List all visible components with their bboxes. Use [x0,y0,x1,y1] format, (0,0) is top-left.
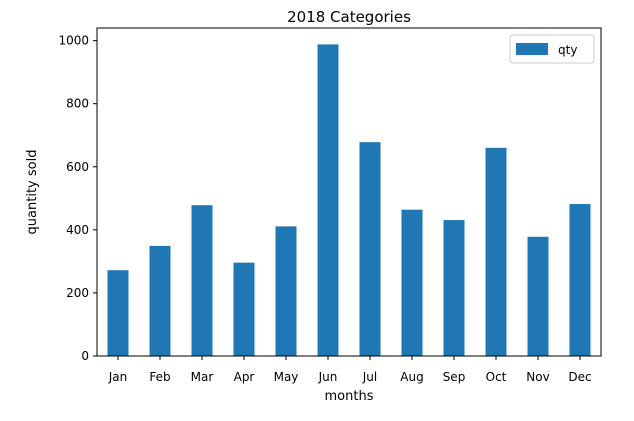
y-tick-label: 400 [66,223,89,237]
x-tick-label: Jun [318,370,338,384]
y-axis: 0 200 400 600 800 1000 [58,34,97,363]
x-tick-label: Oct [486,370,507,384]
y-tick-label: 1000 [58,34,89,48]
x-axis: Jan Feb Mar Apr May Jun Jul Aug Sep Oct Nov Dec [108,356,592,384]
x-tick-label: May [274,370,299,384]
bar-feb [149,245,171,356]
y-tick-label: 600 [66,160,89,174]
x-tick-label: Feb [149,370,170,384]
legend-swatch [516,43,548,55]
chart-title: 2018 Categories [287,8,411,26]
x-tick-label: Dec [568,370,591,384]
x-tick-label: Nov [526,370,549,384]
x-tick-label: Apr [234,370,255,384]
legend-box [509,34,595,64]
x-tick-label: Jul [362,370,377,384]
legend: qty [509,34,595,64]
x-tick-label: Sep [443,370,466,384]
x-tick-label: Jan [108,370,128,384]
y-tick-label: 200 [66,286,89,300]
bars [107,44,591,357]
bar-apr [233,262,255,356]
bar-may [275,226,297,356]
bar-jun [317,44,339,357]
bar-jul [359,142,381,356]
bar-aug [401,209,423,356]
bar-mar [191,205,213,356]
x-tick-label: Aug [400,370,423,384]
bar-jan [107,270,129,356]
x-axis-label: months [325,389,374,404]
bar-dec [569,203,591,356]
y-tick-label: 800 [66,97,89,111]
bar-sep [443,220,465,356]
y-tick-label: 0 [81,349,89,363]
bar-nov [527,236,549,356]
legend-label: qty [558,43,577,57]
plot-frame [96,27,602,357]
x-tick-label: Mar [191,370,214,384]
y-axis-label: quantity sold [25,150,40,235]
bar-oct [485,147,507,356]
